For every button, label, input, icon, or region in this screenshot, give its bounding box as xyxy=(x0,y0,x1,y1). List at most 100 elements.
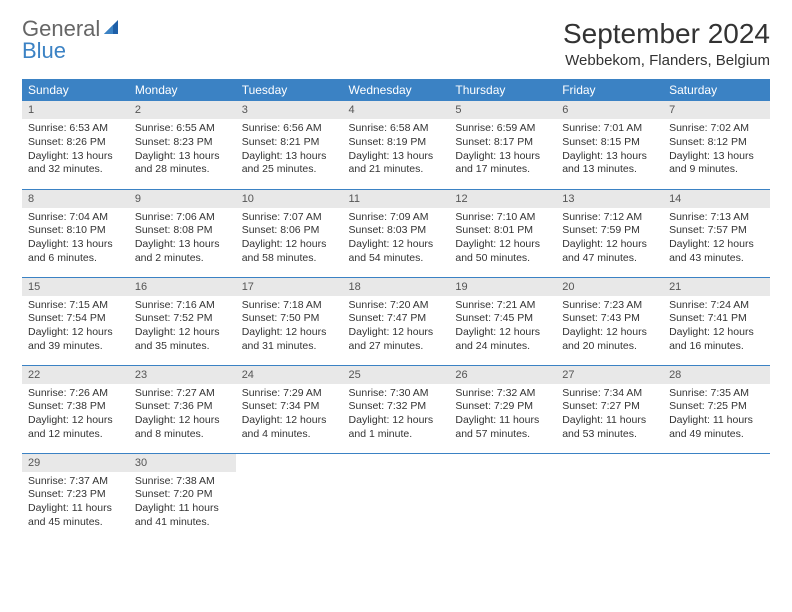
day-number: 25 xyxy=(343,366,450,384)
day-content: Sunrise: 7:26 AMSunset: 7:38 PMDaylight:… xyxy=(22,384,129,448)
sunset-line: Sunset: 7:52 PM xyxy=(135,312,230,326)
sunrise-line: Sunrise: 7:21 AM xyxy=(455,299,550,313)
sunset-line: Sunset: 7:59 PM xyxy=(562,224,657,238)
daylight-line: Daylight: 13 hours and 13 minutes. xyxy=(562,150,657,177)
day-content: Sunrise: 7:37 AMSunset: 7:23 PMDaylight:… xyxy=(22,472,129,536)
day-number: 24 xyxy=(236,366,343,384)
day-number: 11 xyxy=(343,190,450,208)
day-content: Sunrise: 7:13 AMSunset: 7:57 PMDaylight:… xyxy=(663,208,770,272)
calendar-day-cell: 14Sunrise: 7:13 AMSunset: 7:57 PMDayligh… xyxy=(663,189,770,277)
daylight-line: Daylight: 12 hours and 43 minutes. xyxy=(669,238,764,265)
daylight-line: Daylight: 12 hours and 54 minutes. xyxy=(349,238,444,265)
day-number: 26 xyxy=(449,366,556,384)
day-content: Sunrise: 7:23 AMSunset: 7:43 PMDaylight:… xyxy=(556,296,663,360)
daylight-line: Daylight: 13 hours and 9 minutes. xyxy=(669,150,764,177)
day-number: 16 xyxy=(129,278,236,296)
sunrise-line: Sunrise: 7:38 AM xyxy=(135,475,230,489)
sunrise-line: Sunrise: 7:37 AM xyxy=(28,475,123,489)
calendar-day-cell: 27Sunrise: 7:34 AMSunset: 7:27 PMDayligh… xyxy=(556,365,663,453)
calendar-day-cell: 20Sunrise: 7:23 AMSunset: 7:43 PMDayligh… xyxy=(556,277,663,365)
daylight-line: Daylight: 12 hours and 58 minutes. xyxy=(242,238,337,265)
day-content: Sunrise: 7:18 AMSunset: 7:50 PMDaylight:… xyxy=(236,296,343,360)
day-content: Sunrise: 7:38 AMSunset: 7:20 PMDaylight:… xyxy=(129,472,236,536)
sunrise-line: Sunrise: 7:18 AM xyxy=(242,299,337,313)
day-content: Sunrise: 7:16 AMSunset: 7:52 PMDaylight:… xyxy=(129,296,236,360)
calendar-day-cell: 16Sunrise: 7:16 AMSunset: 7:52 PMDayligh… xyxy=(129,277,236,365)
calendar-day-cell: 6Sunrise: 7:01 AMSunset: 8:15 PMDaylight… xyxy=(556,101,663,189)
daylight-line: Daylight: 13 hours and 32 minutes. xyxy=(28,150,123,177)
calendar-day-cell: 5Sunrise: 6:59 AMSunset: 8:17 PMDaylight… xyxy=(449,101,556,189)
logo-text-blue: Blue xyxy=(22,38,66,63)
sunset-line: Sunset: 7:34 PM xyxy=(242,400,337,414)
calendar-day-cell: 2Sunrise: 6:55 AMSunset: 8:23 PMDaylight… xyxy=(129,101,236,189)
sunset-line: Sunset: 8:08 PM xyxy=(135,224,230,238)
calendar-week-row: 15Sunrise: 7:15 AMSunset: 7:54 PMDayligh… xyxy=(22,277,770,365)
calendar-day-cell xyxy=(236,453,343,541)
calendar-week-row: 8Sunrise: 7:04 AMSunset: 8:10 PMDaylight… xyxy=(22,189,770,277)
sunset-line: Sunset: 7:47 PM xyxy=(349,312,444,326)
sunset-line: Sunset: 8:06 PM xyxy=(242,224,337,238)
location: Webbekom, Flanders, Belgium xyxy=(563,52,770,69)
day-number: 20 xyxy=(556,278,663,296)
sunrise-line: Sunrise: 7:10 AM xyxy=(455,211,550,225)
daylight-line: Daylight: 12 hours and 8 minutes. xyxy=(135,414,230,441)
sunset-line: Sunset: 7:38 PM xyxy=(28,400,123,414)
day-content: Sunrise: 6:59 AMSunset: 8:17 PMDaylight:… xyxy=(449,119,556,183)
calendar-day-cell: 8Sunrise: 7:04 AMSunset: 8:10 PMDaylight… xyxy=(22,189,129,277)
daylight-line: Daylight: 13 hours and 28 minutes. xyxy=(135,150,230,177)
day-content: Sunrise: 7:34 AMSunset: 7:27 PMDaylight:… xyxy=(556,384,663,448)
sunrise-line: Sunrise: 7:20 AM xyxy=(349,299,444,313)
sunrise-line: Sunrise: 7:16 AM xyxy=(135,299,230,313)
sunrise-line: Sunrise: 7:12 AM xyxy=(562,211,657,225)
sunset-line: Sunset: 8:21 PM xyxy=(242,136,337,150)
day-number: 15 xyxy=(22,278,129,296)
day-content: Sunrise: 7:24 AMSunset: 7:41 PMDaylight:… xyxy=(663,296,770,360)
calendar-day-cell: 4Sunrise: 6:58 AMSunset: 8:19 PMDaylight… xyxy=(343,101,450,189)
weekday-header: Sunday xyxy=(22,79,129,101)
sunset-line: Sunset: 7:54 PM xyxy=(28,312,123,326)
day-number: 19 xyxy=(449,278,556,296)
sunrise-line: Sunrise: 7:07 AM xyxy=(242,211,337,225)
calendar-day-cell: 3Sunrise: 6:56 AMSunset: 8:21 PMDaylight… xyxy=(236,101,343,189)
sunset-line: Sunset: 8:03 PM xyxy=(349,224,444,238)
daylight-line: Daylight: 11 hours and 49 minutes. xyxy=(669,414,764,441)
sunrise-line: Sunrise: 7:34 AM xyxy=(562,387,657,401)
calendar-day-cell: 28Sunrise: 7:35 AMSunset: 7:25 PMDayligh… xyxy=(663,365,770,453)
day-number: 7 xyxy=(663,101,770,119)
daylight-line: Daylight: 12 hours and 31 minutes. xyxy=(242,326,337,353)
day-content: Sunrise: 7:35 AMSunset: 7:25 PMDaylight:… xyxy=(663,384,770,448)
weekday-header: Monday xyxy=(129,79,236,101)
sunset-line: Sunset: 7:57 PM xyxy=(669,224,764,238)
sunset-line: Sunset: 7:32 PM xyxy=(349,400,444,414)
daylight-line: Daylight: 12 hours and 27 minutes. xyxy=(349,326,444,353)
sunset-line: Sunset: 7:23 PM xyxy=(28,488,123,502)
calendar-day-cell: 21Sunrise: 7:24 AMSunset: 7:41 PMDayligh… xyxy=(663,277,770,365)
daylight-line: Daylight: 12 hours and 20 minutes. xyxy=(562,326,657,353)
day-content: Sunrise: 7:07 AMSunset: 8:06 PMDaylight:… xyxy=(236,208,343,272)
weekday-header: Tuesday xyxy=(236,79,343,101)
sunset-line: Sunset: 8:26 PM xyxy=(28,136,123,150)
day-number: 8 xyxy=(22,190,129,208)
calendar-day-cell: 23Sunrise: 7:27 AMSunset: 7:36 PMDayligh… xyxy=(129,365,236,453)
daylight-line: Daylight: 12 hours and 39 minutes. xyxy=(28,326,123,353)
daylight-line: Daylight: 12 hours and 16 minutes. xyxy=(669,326,764,353)
calendar-day-cell: 18Sunrise: 7:20 AMSunset: 7:47 PMDayligh… xyxy=(343,277,450,365)
sunrise-line: Sunrise: 7:23 AM xyxy=(562,299,657,313)
day-number: 6 xyxy=(556,101,663,119)
calendar-day-cell: 7Sunrise: 7:02 AMSunset: 8:12 PMDaylight… xyxy=(663,101,770,189)
daylight-line: Daylight: 12 hours and 50 minutes. xyxy=(455,238,550,265)
day-number: 23 xyxy=(129,366,236,384)
day-number: 22 xyxy=(22,366,129,384)
daylight-line: Daylight: 12 hours and 1 minute. xyxy=(349,414,444,441)
calendar-day-cell: 9Sunrise: 7:06 AMSunset: 8:08 PMDaylight… xyxy=(129,189,236,277)
day-content: Sunrise: 6:56 AMSunset: 8:21 PMDaylight:… xyxy=(236,119,343,183)
logo-sail-icon xyxy=(102,18,122,40)
title-block: September 2024 Webbekom, Flanders, Belgi… xyxy=(563,18,770,69)
sunrise-line: Sunrise: 7:15 AM xyxy=(28,299,123,313)
calendar-day-cell: 11Sunrise: 7:09 AMSunset: 8:03 PMDayligh… xyxy=(343,189,450,277)
day-content: Sunrise: 7:27 AMSunset: 7:36 PMDaylight:… xyxy=(129,384,236,448)
sunset-line: Sunset: 8:19 PM xyxy=(349,136,444,150)
sunrise-line: Sunrise: 7:24 AM xyxy=(669,299,764,313)
calendar-body: 1Sunrise: 6:53 AMSunset: 8:26 PMDaylight… xyxy=(22,101,770,541)
weekday-header: Friday xyxy=(556,79,663,101)
